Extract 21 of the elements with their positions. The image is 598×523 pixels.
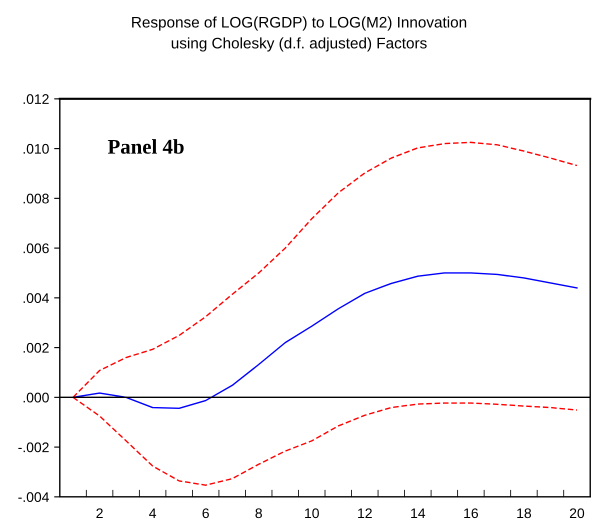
x-tick-label: 16 — [464, 508, 478, 518]
y-tick-label: .012 — [24, 94, 49, 104]
x-tick-label: 14 — [411, 508, 426, 518]
y-tick-label: .006 — [24, 243, 49, 254]
y-tick-label: .010 — [24, 144, 49, 154]
y-tick-label: .008 — [24, 194, 49, 204]
x-tick-label: 2 — [96, 508, 103, 518]
y-tick-label: .004 — [24, 293, 49, 304]
annotation: Panel 4b — [108, 139, 184, 154]
x-tick-label: 6 — [202, 508, 209, 518]
x-tick-label: 12 — [358, 508, 372, 518]
y-tick-label: .002 — [24, 342, 49, 353]
chart-title: Response of LOG(RGDP) to LOG(M2) Innovation using Cholesky (d.f. adjusted) Factors — [132, 16, 466, 52]
x-tick-label: 8 — [255, 508, 262, 518]
y-tick-label: .000 — [24, 392, 49, 403]
x-tick-label: 4 — [149, 508, 156, 518]
x-tick-label: 10 — [305, 508, 319, 518]
y-tick-label: -.004 — [18, 492, 49, 502]
y-tick-label: -.002 — [18, 442, 49, 452]
x-tick-label: 18 — [517, 508, 532, 518]
x-tick-label: 20 — [570, 508, 584, 518]
